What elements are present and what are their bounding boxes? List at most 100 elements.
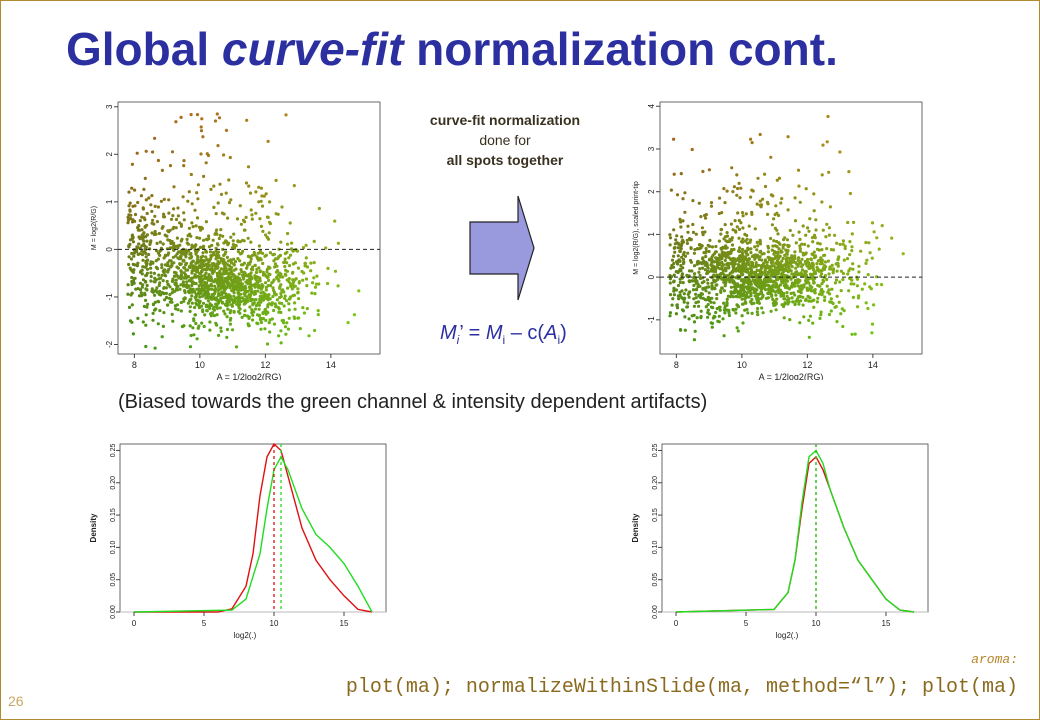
scatter-point: [766, 250, 770, 254]
scatter-point: [841, 277, 845, 282]
scatter-point: [212, 305, 216, 309]
scatter-point: [238, 259, 242, 263]
scatter-point: [236, 250, 240, 254]
scatter-point: [730, 270, 734, 274]
scatter-point: [796, 258, 800, 262]
scatter-point: [274, 178, 278, 182]
scatter-point: [130, 220, 135, 224]
scatter-point: [740, 247, 745, 252]
scatter-point: [750, 260, 754, 264]
scatter-point: [154, 265, 158, 269]
scatter-point: [198, 236, 202, 240]
scatter-point: [278, 286, 282, 290]
scatter-point: [198, 245, 203, 249]
scatter-point: [191, 225, 195, 229]
scatter-point: [870, 331, 874, 335]
scatter-point: [162, 292, 166, 296]
scatter-point: [681, 197, 685, 201]
scatter-point: [703, 268, 707, 272]
scatter-point: [734, 289, 738, 293]
y-axis-label: Density: [89, 513, 98, 542]
scatter-point: [245, 274, 249, 278]
scatter-point: [739, 221, 743, 225]
scatter-point: [238, 296, 242, 300]
scatter-point: [794, 241, 798, 245]
scatter-point: [202, 324, 206, 329]
scatter-point: [806, 260, 810, 264]
scatter-point: [850, 245, 854, 249]
scatter-point: [219, 326, 223, 330]
scatter-point: [729, 291, 733, 295]
scatter-point: [846, 272, 850, 276]
scatter-point: [835, 241, 839, 245]
scatter-point: [189, 287, 193, 291]
scatter-point: [711, 265, 715, 269]
scatter-point: [736, 186, 740, 191]
scatter-point: [174, 288, 178, 292]
scatter-point: [287, 297, 291, 301]
scatter-point: [129, 257, 134, 261]
right-arrow-icon: [469, 195, 535, 301]
scatter-point: [265, 275, 269, 279]
scatter-point: [820, 200, 824, 204]
scatter-point: [694, 232, 698, 236]
scatter-point: [312, 261, 316, 265]
scatter-point: [148, 262, 153, 266]
scatter-point: [777, 290, 781, 295]
scatter-point: [798, 237, 802, 241]
scatter-point: [131, 332, 135, 336]
scatter-point: [682, 300, 686, 304]
scatter-point: [212, 184, 216, 188]
y-tick-label: 0.25: [110, 444, 117, 458]
scatter-point: [231, 239, 235, 243]
scatter-point: [188, 309, 192, 313]
scatter-point: [704, 289, 708, 293]
scatter-point: [774, 204, 778, 208]
scatter-point: [836, 257, 840, 261]
scatter-point: [769, 273, 773, 277]
scatter-point: [226, 280, 230, 284]
scatter-point: [215, 266, 219, 270]
scatter-point: [153, 214, 157, 218]
scatter-point: [217, 280, 221, 284]
scatter-point: [239, 300, 243, 304]
scatter-point: [261, 251, 265, 255]
scatter-point: [676, 262, 680, 266]
scatter-point: [699, 276, 703, 280]
scatter-point: [727, 311, 731, 315]
scatter-point: [725, 189, 729, 193]
scatter-point: [687, 269, 692, 273]
scatter-point: [237, 272, 241, 276]
scatter-point: [793, 293, 797, 297]
scatter-point: [786, 208, 790, 212]
scatter-point: [216, 144, 220, 148]
scatter-point: [701, 266, 705, 270]
scatter-point: [285, 321, 289, 325]
scatter-point: [819, 310, 823, 314]
scatter-point: [821, 278, 825, 282]
scatter-point: [147, 196, 151, 200]
scatter-point: [771, 194, 775, 198]
scatter-point: [872, 230, 876, 234]
scatter-point: [777, 270, 781, 274]
scatter-point: [755, 268, 759, 272]
scatter-point: [179, 262, 183, 266]
scatter-point: [310, 291, 314, 295]
scatter-point: [678, 259, 682, 263]
scatter-point: [722, 187, 726, 191]
scatter-point: [718, 267, 722, 271]
scatter-point: [175, 236, 179, 240]
scatter-point: [722, 273, 726, 277]
scatter-point: [266, 265, 271, 269]
scatter-point: [220, 290, 224, 294]
scatter-point: [778, 267, 782, 271]
scatter-point: [901, 252, 905, 256]
scatter-point: [825, 277, 829, 282]
scatter-point: [784, 274, 788, 278]
scatter-point: [863, 282, 867, 286]
scatter-point: [257, 185, 261, 189]
scatter-point: [149, 239, 153, 243]
x-tick-label: 5: [202, 619, 207, 628]
scatter-point: [153, 346, 157, 350]
y-axis-label: M = log2(R/G): [91, 206, 98, 250]
